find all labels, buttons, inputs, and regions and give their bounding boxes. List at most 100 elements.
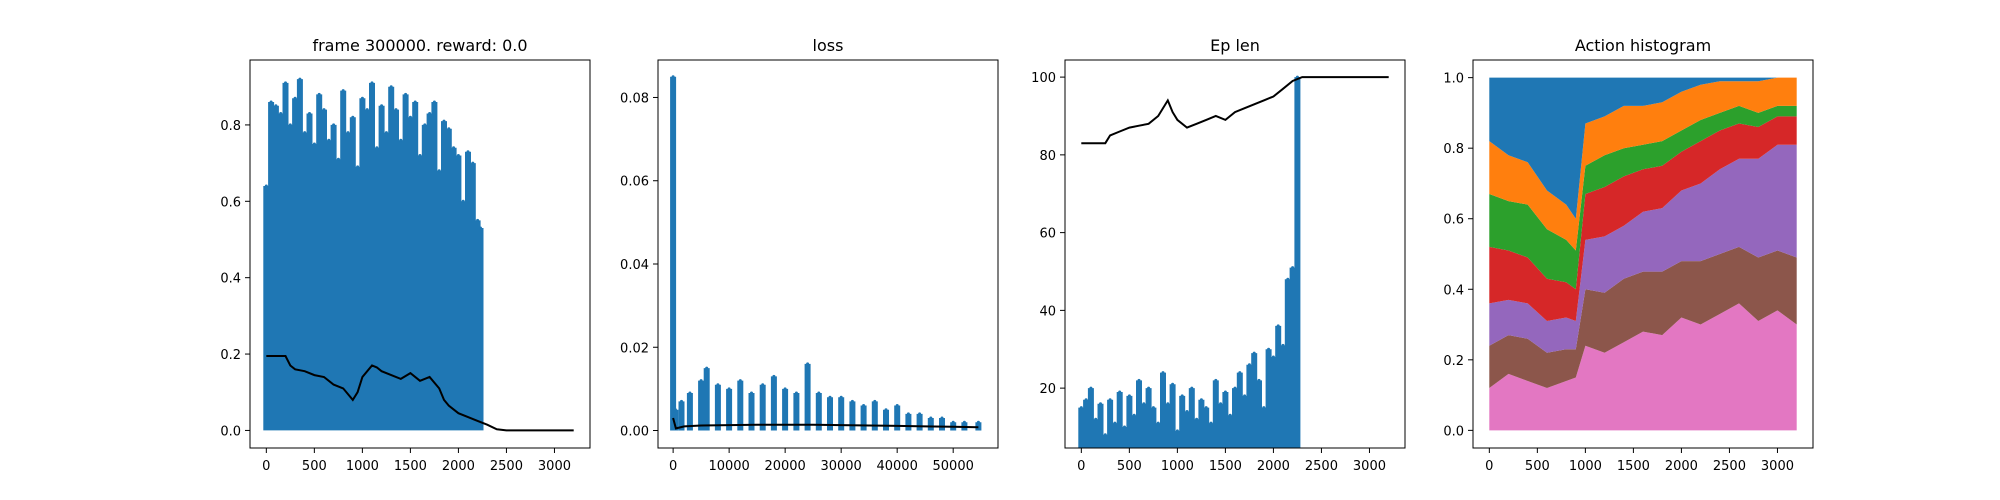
loss-raw-point-11	[761, 383, 765, 387]
ep-len-raw-point-14	[1147, 386, 1151, 390]
loss-raw-point-17	[828, 395, 832, 399]
loss-raw-point-2	[673, 408, 677, 412]
reward-raw-point-25	[384, 131, 388, 135]
ep-len-xtick-label-3: 1500	[1209, 459, 1242, 474]
ep-len-raw-point-29	[1219, 402, 1223, 406]
reward-axes-frame	[249, 59, 591, 449]
action-histogram-area-4	[1489, 105, 1797, 290]
loss-raw-points	[671, 75, 980, 424]
ep-len-raw-point-17	[1161, 371, 1165, 375]
ep-len-raw-point-40	[1271, 355, 1275, 359]
reward-raw-series	[263, 79, 484, 431]
loss-raw-point-8	[727, 387, 731, 391]
reward-chart: 0 500 1000 1500 2000 2500 3000 0.0 0.2 0.4 0.6 0.8 f…	[220, 36, 591, 474]
action-histogram-area-3	[1489, 116, 1797, 322]
reward-raw-point-11	[317, 92, 321, 96]
loss-plot-area	[670, 75, 982, 431]
reward-raw-point-2	[274, 104, 278, 108]
reward-raw-point-6	[293, 96, 297, 100]
reward-xtick-label-2: 1000	[346, 459, 379, 474]
reward-raw-point-10	[312, 142, 316, 146]
loss-raw-point-9	[738, 379, 742, 383]
loss-ytick-label-4: 0.08	[620, 91, 649, 106]
ep-len-raw-point-13	[1142, 402, 1146, 406]
reward-ytick-label-4: 0.8	[220, 119, 241, 134]
action-histogram-area-5	[1489, 77, 1797, 251]
ep-len-chart: 0 500 1000 1500 2000 2500 3000 20 40 60 80 100 Ep le…	[1031, 36, 1406, 474]
ep-len-axes-frame	[1064, 59, 1406, 449]
ep-len-raw-point-8	[1118, 390, 1122, 394]
action-histogram-ytick-label-5: 1.0	[1443, 72, 1464, 87]
ep-len-raw-point-23	[1190, 386, 1194, 390]
action-histogram-xtick-label-3: 1500	[1617, 459, 1650, 474]
reward-raw-point-41	[461, 199, 465, 203]
reward-raw-point-21	[365, 108, 369, 112]
reward-raw-point-31	[413, 100, 417, 104]
reward-raw-point-43	[471, 161, 475, 165]
action-histogram-xtick-label-4: 2000	[1665, 459, 1698, 474]
reward-raw-point-36	[437, 169, 441, 173]
action-histogram-axes-frame	[1472, 59, 1814, 449]
reward-raw-point-8	[303, 131, 307, 135]
action-histogram-ytick-label-4: 0.8	[1443, 142, 1464, 157]
ep-len-xtick-label-4: 2000	[1257, 459, 1290, 474]
loss-xtick-label-1: 10000	[708, 459, 749, 474]
action-histogram-xtick-label-2: 1000	[1569, 459, 1602, 474]
ep-len-raw-point-22	[1185, 410, 1189, 413]
ep-len-raw-point-4	[1099, 402, 1102, 406]
loss-raw-point-16	[817, 391, 821, 395]
reward-raw-point-23	[375, 146, 379, 150]
loss-raw-point-20	[862, 404, 866, 407]
ep-len-raw-point-2	[1089, 386, 1093, 390]
ep-len-raw-point-10	[1127, 394, 1131, 398]
loss-raw-point-29	[962, 420, 966, 424]
reward-raw-point-24	[380, 104, 384, 108]
ep-len-raw-point-25	[1199, 398, 1203, 402]
reward-ytick-label-0: 0.0	[220, 424, 241, 439]
reward-raw-point-20	[360, 96, 364, 100]
loss-ytick-label-0: 0.00	[620, 425, 649, 440]
reward-raw-point-1	[269, 100, 273, 104]
reward-xtick-label-4: 2000	[442, 459, 475, 474]
loss-raw-point-14	[794, 391, 798, 395]
loss-raw-point-7	[716, 383, 720, 387]
loss-chart-title: loss	[813, 36, 844, 55]
ep-len-raw-point-44	[1291, 266, 1295, 270]
ep-len-raw-point-26	[1204, 406, 1208, 410]
loss-raw-point-5	[699, 379, 703, 383]
reward-raw-point-35	[432, 100, 436, 104]
reward-ytick-label-2: 0.4	[220, 272, 241, 287]
loss-raw-point-19	[850, 399, 854, 403]
loss-raw-series	[670, 76, 982, 431]
ep-len-raw-point-27	[1209, 421, 1213, 425]
action-histogram-area-0	[1489, 303, 1797, 431]
ep-len-raw-series	[1078, 77, 1301, 448]
action-histogram-chart: 0 500 1000 1500 2000 2500 3000 0.0 0.2 0.4 0.6 0.8 1…	[1443, 36, 1814, 474]
action-histogram-ytick-label-1: 0.2	[1443, 354, 1464, 369]
ep-len-xtick-label-6: 3000	[1353, 459, 1386, 474]
ep-len-raw-point-11	[1132, 413, 1136, 417]
reward-raw-point-30	[408, 115, 412, 119]
action-histogram-ytick-label-2: 0.4	[1443, 283, 1464, 298]
ep-len-raw-point-20	[1175, 429, 1179, 433]
loss-xtick-label-0: 0	[669, 459, 677, 474]
action-histogram-ytick-label-3: 0.6	[1443, 213, 1464, 228]
loss-ytick-label-3: 0.06	[620, 175, 649, 190]
ep-len-raw-point-18	[1166, 402, 1170, 406]
reward-raw-point-18	[351, 115, 355, 119]
loss-raw-point-3	[680, 399, 683, 403]
ep-len-chart-title: Ep len	[1210, 36, 1260, 55]
ep-len-xtick-label-1: 500	[1117, 459, 1142, 474]
action-histogram-xtick-label-6: 3000	[1761, 459, 1794, 474]
reward-raw-point-12	[322, 108, 326, 112]
reward-raw-point-17	[346, 131, 350, 135]
loss-ytick-label-2: 0.04	[620, 258, 649, 273]
loss-raw-point-1	[672, 412, 676, 416]
reward-raw-point-5	[288, 123, 292, 127]
loss-moving-average-line	[672, 417, 979, 430]
reward-raw-point-37	[442, 119, 446, 123]
loss-raw-point-12	[772, 374, 776, 378]
loss-raw-point-28	[951, 420, 955, 424]
reward-raw-point-33	[423, 123, 427, 127]
